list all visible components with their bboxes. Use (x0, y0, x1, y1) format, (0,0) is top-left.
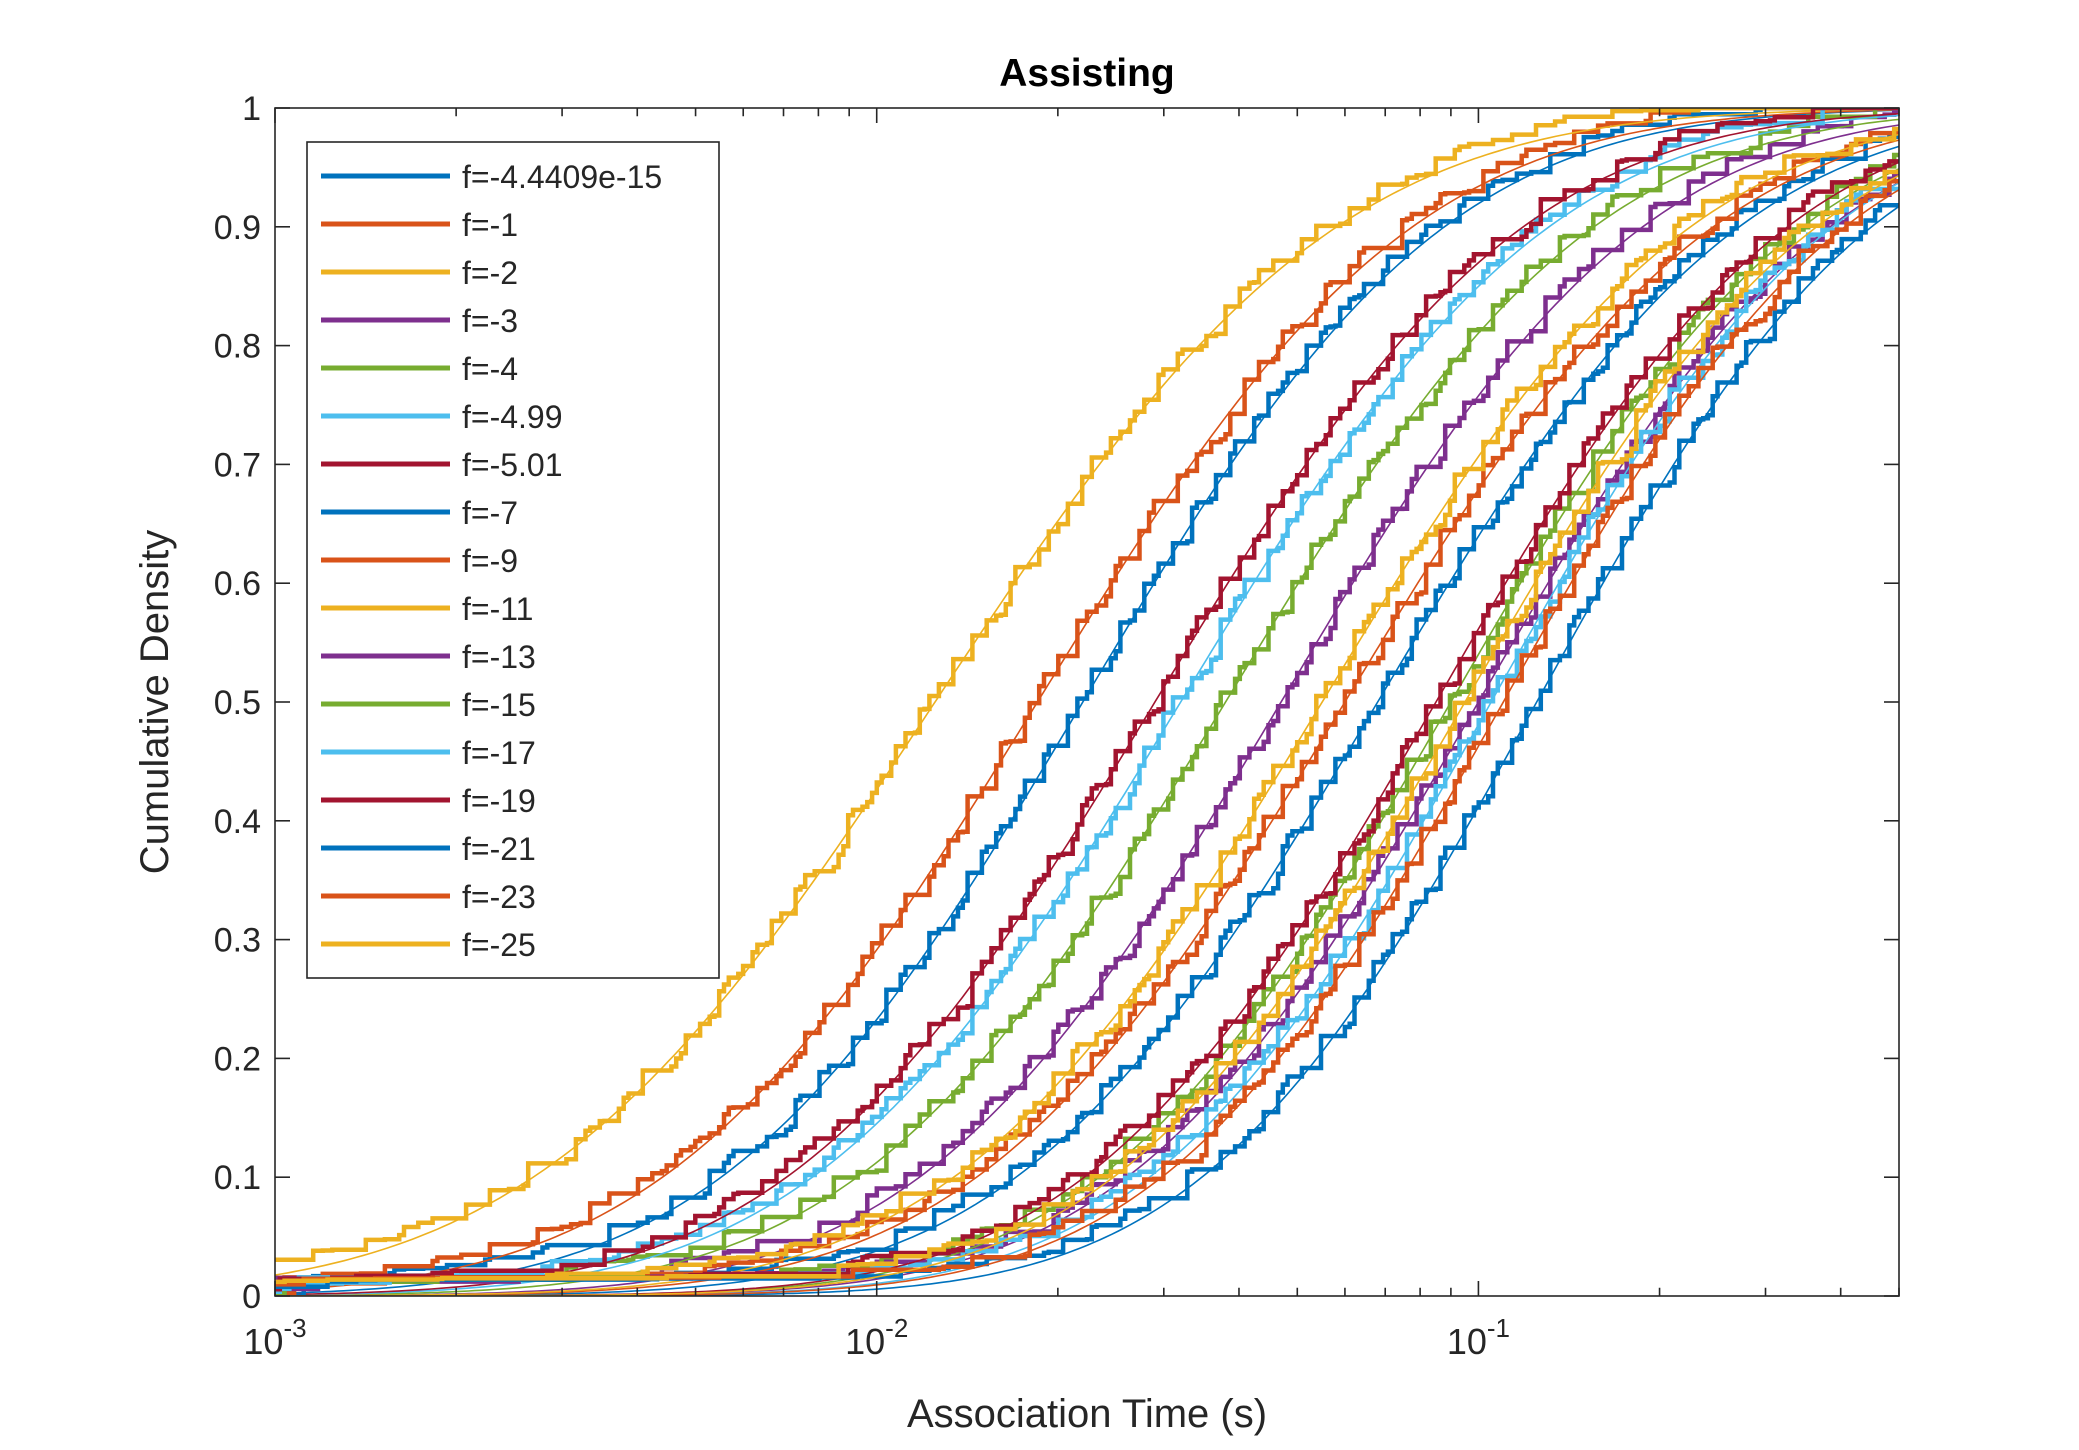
y-tick-label: 0.3 (214, 922, 261, 960)
series-2 (275, 108, 1899, 1292)
legend-label: f=-25 (462, 927, 536, 963)
legend-label: f=-17 (462, 735, 536, 771)
y-tick-label: 0 (242, 1278, 261, 1316)
series-layer (275, 108, 1899, 1296)
legend-label: f=-11 (462, 591, 533, 627)
y-tick-label: 0.1 (214, 1159, 261, 1197)
empirical-cdf (275, 169, 1899, 1285)
legend-label: f=-7 (462, 495, 518, 531)
legend-label: f=-21 (462, 831, 536, 867)
empirical-cdf (275, 108, 1899, 1280)
legend-label: f=-1 (462, 207, 518, 243)
legend-item: f=-15 (321, 687, 536, 723)
x-tick-label: 10-2 (845, 1313, 908, 1362)
fit-curve (275, 124, 1899, 1296)
y-tick-label: 0.4 (214, 803, 261, 841)
legend-item: f=-5.01 (321, 447, 563, 483)
chart-title: Assisting (999, 52, 1175, 95)
legend-item: f=-11 (321, 591, 533, 627)
legend-item: f=-17 (321, 735, 536, 771)
empirical-cdf (275, 108, 1899, 1296)
series-10 (275, 126, 1899, 1296)
x-tick-exponent: -1 (1487, 1313, 1510, 1343)
y-tick-label: 0.2 (214, 1040, 261, 1078)
legend-item: f=-13 (321, 639, 536, 675)
y-tick-label: 0.6 (214, 565, 261, 603)
legend-item: f=-2 (321, 255, 518, 291)
fit-curve (275, 108, 1899, 1276)
legend-item: f=-4.4409e-15 (321, 159, 662, 195)
legend-item: f=-9 (321, 543, 518, 579)
y-tick-label: 0.7 (214, 446, 261, 484)
x-tick-exponent: -2 (885, 1313, 908, 1343)
legend: f=-4.4409e-15 f=-1 f=-2 f=-3 f=-4 f=-4.99 f=-5… (306, 141, 720, 979)
x-tick-exponent: -3 (283, 1313, 306, 1343)
legend-item: f=-4 (321, 351, 518, 387)
empirical-cdf (275, 108, 1899, 1286)
y-tick-label: 0.9 (214, 209, 261, 247)
legend-item: f=-25 (321, 927, 536, 963)
legend-label: f=-23 (462, 879, 536, 915)
legend-label: f=-2 (462, 255, 518, 291)
legend-label: f=-4.4409e-15 (462, 159, 662, 195)
x-tick-base: 10 (1447, 1321, 1487, 1362)
legend-item: f=-21 (321, 831, 536, 867)
x-tick-base: 10 (845, 1321, 885, 1362)
empirical-cdf (275, 126, 1899, 1296)
legend-label: f=-4 (462, 351, 518, 387)
axes-box (274, 107, 1900, 1297)
legend-label: f=-19 (462, 783, 536, 819)
legend-item: f=-3 (321, 303, 518, 339)
legend-label: f=-3 (462, 303, 518, 339)
x-axis-label: Association Time (s) (907, 1392, 1267, 1436)
legend-item: f=-23 (321, 879, 536, 915)
y-tick-label: 1 (242, 90, 261, 128)
fit-curve (275, 145, 1899, 1296)
empirical-cdf (275, 108, 1899, 1262)
fit-curve (275, 139, 1899, 1296)
x-tick-label: 10-1 (1447, 1313, 1510, 1362)
legend-item: f=-19 (321, 783, 536, 819)
series-1 (275, 108, 1899, 1295)
legend-label: f=-13 (462, 639, 536, 675)
y-axis-label: Cumulative Density (133, 530, 177, 875)
x-tick-label: 10-3 (243, 1313, 306, 1362)
legend-item: f=-1 (321, 207, 518, 243)
legend-label: f=-9 (462, 543, 518, 579)
legend-label: f=-4.99 (462, 399, 563, 435)
legend-label: f=-15 (462, 687, 536, 723)
legend-item: f=-7 (321, 495, 518, 531)
y-tick-label: 0.8 (214, 328, 261, 366)
y-tick-label: 0.5 (214, 684, 261, 722)
legend-label: f=-5.01 (462, 447, 563, 483)
series-3 (275, 108, 1899, 1276)
x-tick-base: 10 (243, 1321, 283, 1362)
legend-item: f=-4.99 (321, 399, 563, 435)
